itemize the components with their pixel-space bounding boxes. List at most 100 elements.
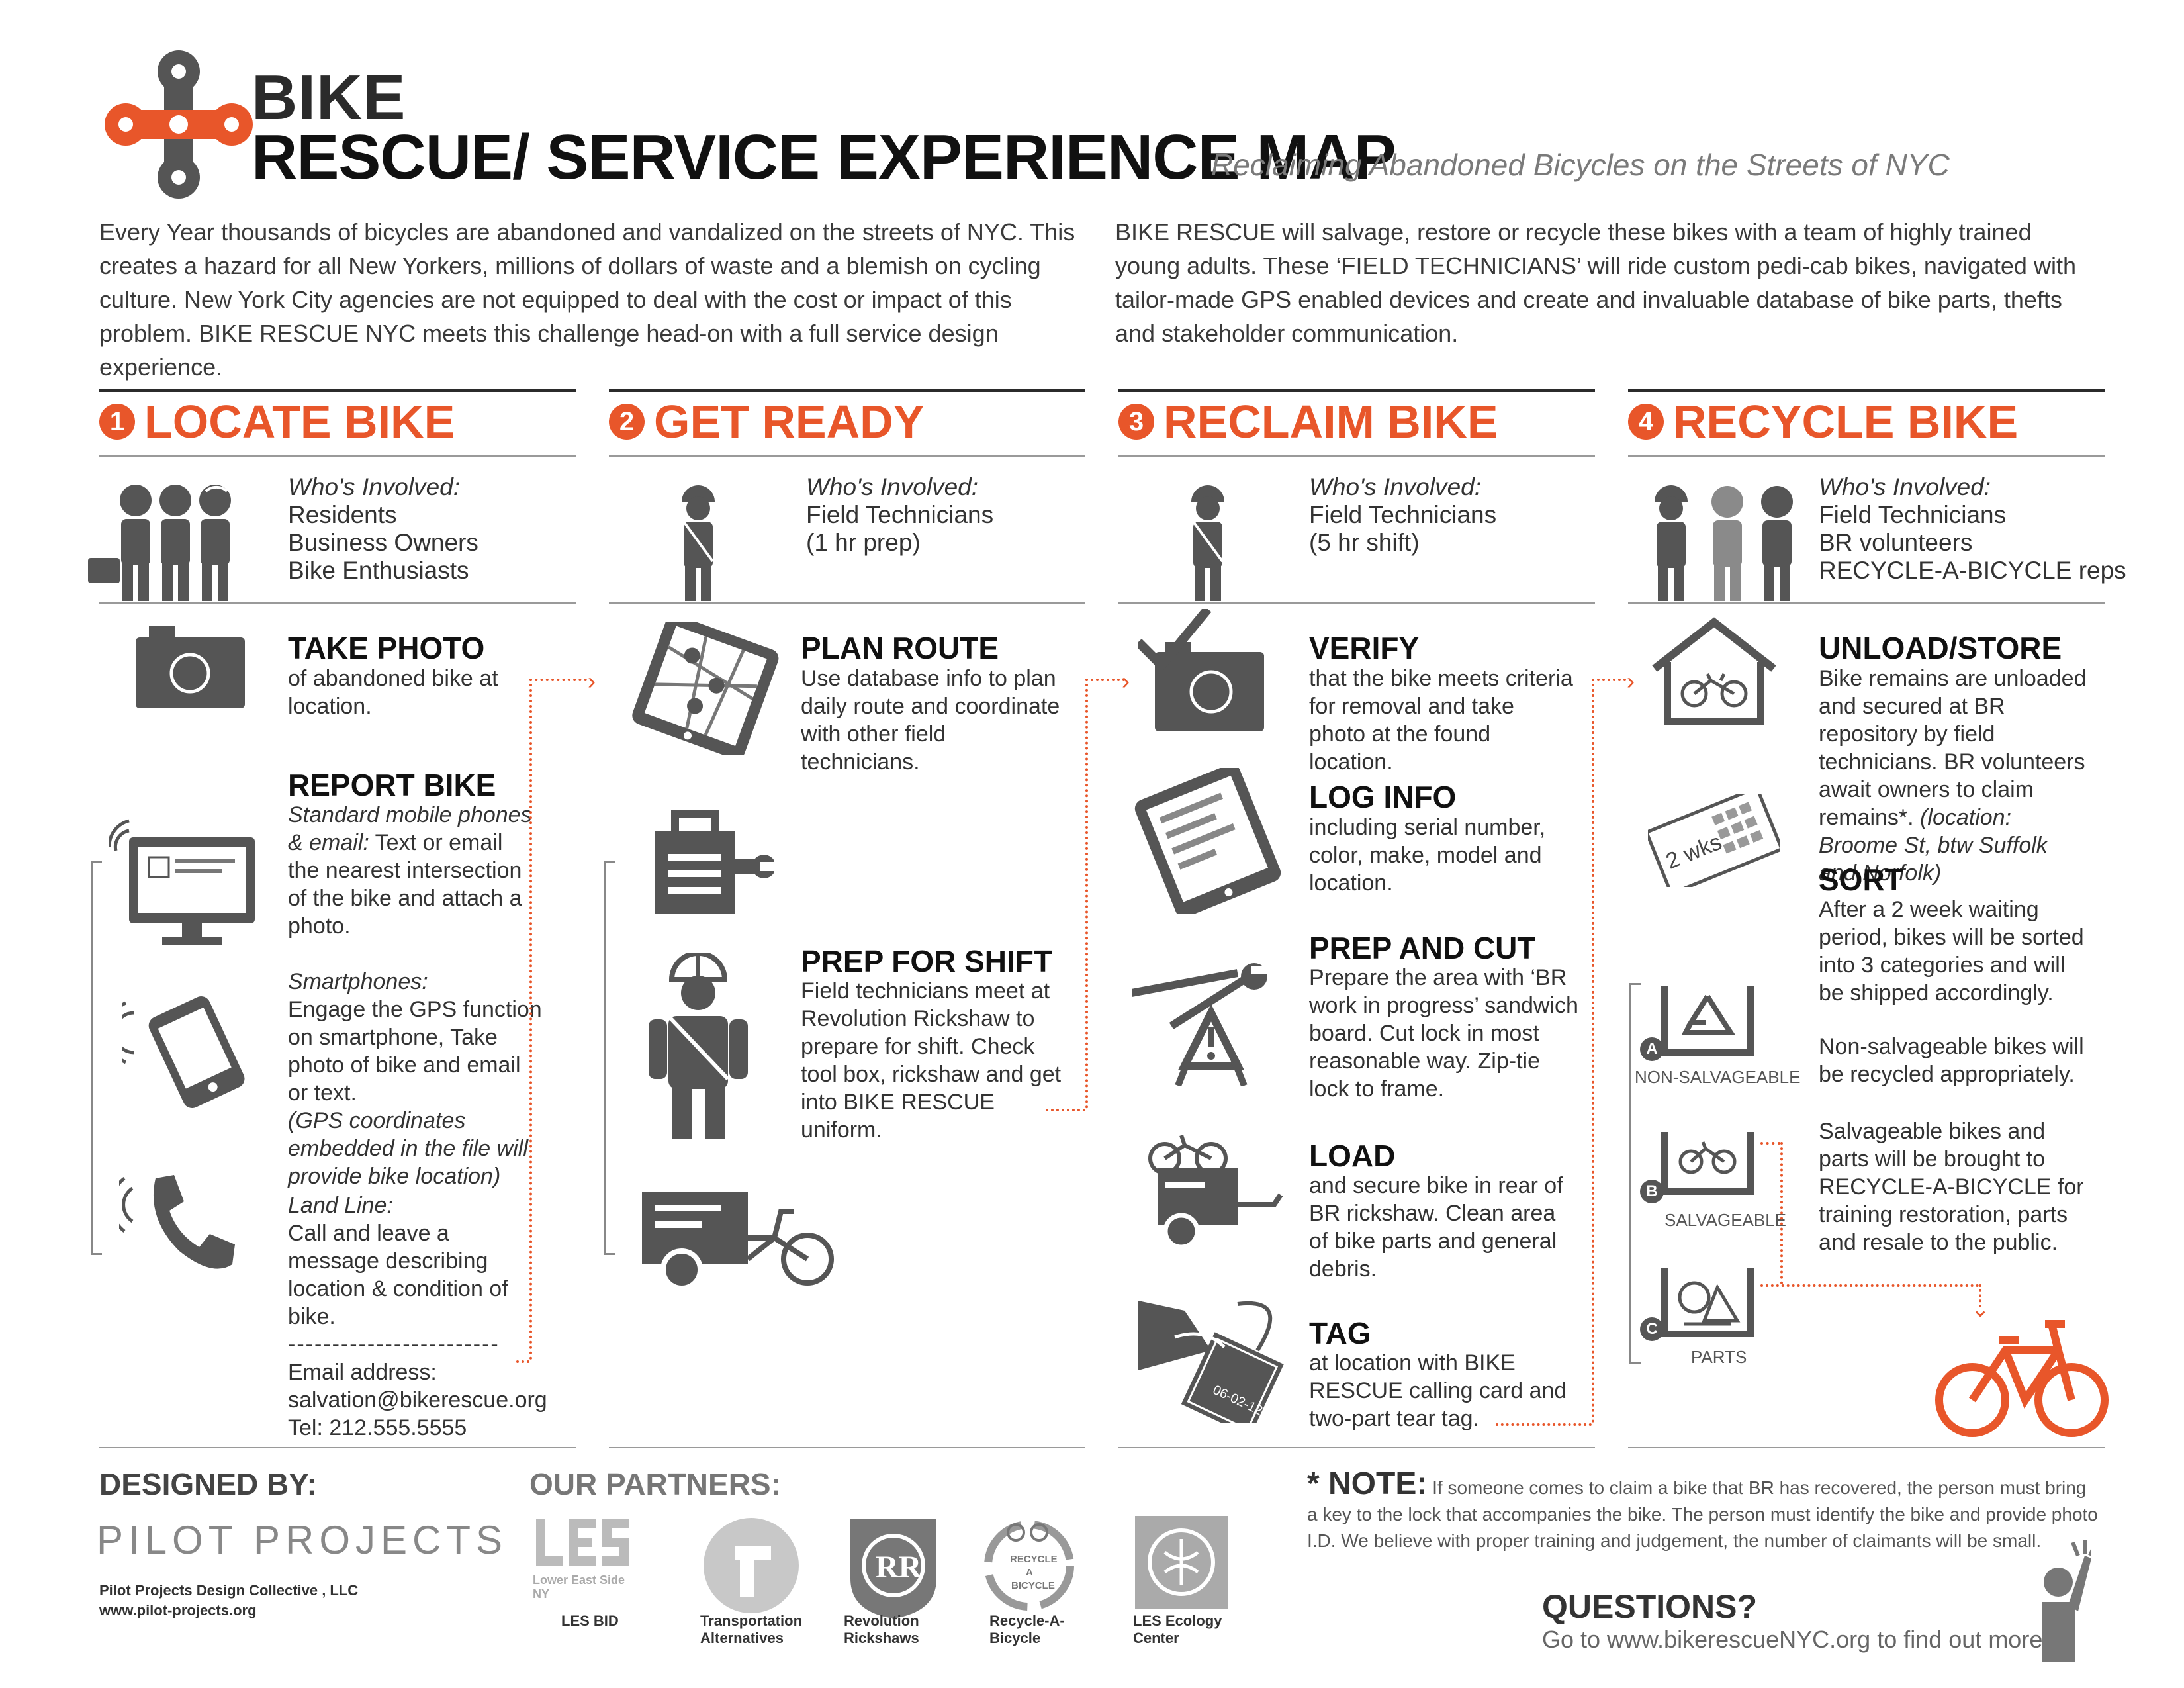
- sub-label: Smartphones:: [288, 969, 428, 994]
- who-item: Field Technicians: [1819, 501, 2007, 528]
- designer-url[interactable]: www.pilot-projects.org: [99, 1602, 257, 1618]
- who-involved-recycle: Who's Involved: Field Technicians BR vol…: [1819, 473, 2126, 585]
- tear-tag-icon: 06-02-12: [1138, 1301, 1284, 1423]
- category-letter: A: [1640, 1037, 1664, 1061]
- partner-name-line: LES BID: [561, 1613, 619, 1629]
- section-heading-locate: 1 LOCATE BIKE: [99, 399, 455, 445]
- step-body: including serial number, color, make, mo…: [1309, 815, 1546, 896]
- email-address[interactable]: salvation@bikerescue.org: [288, 1387, 547, 1413]
- les-ecology-center-logo: [1135, 1516, 1228, 1609]
- step-body: Salvageable bikes and parts will be brou…: [1819, 1119, 2084, 1255]
- desktop-computer-icon: [109, 819, 255, 945]
- partner-name: LES Ecology Center: [1133, 1613, 1222, 1647]
- flow-connector: [1760, 1142, 1780, 1145]
- flow-connector: [1592, 679, 1631, 681]
- step-title: LOAD: [1309, 1139, 1396, 1173]
- designer-info: Pilot Projects Design Collective , LLC ww…: [99, 1581, 358, 1620]
- claim-note: * NOTE: If someone comes to claim a bike…: [1307, 1468, 2101, 1554]
- step-title: REPORT BIKE: [288, 768, 496, 802]
- step-number: 3: [1118, 404, 1154, 440]
- step-body: Bike remains are unloaded and secured at…: [1819, 665, 2090, 887]
- revolution-rickshaws-logo: RR: [850, 1519, 936, 1618]
- body-note: (location: Broome St, btw Suffolk and No…: [1819, 805, 2048, 886]
- divider: [1118, 1447, 1595, 1448]
- people-group-icon: [1655, 485, 1793, 601]
- section-rule: [99, 389, 576, 392]
- salvageable-bike-bin-icon: [1661, 1132, 1754, 1195]
- verify-camera-icon: [1138, 609, 1264, 731]
- step-number: 1: [99, 404, 135, 440]
- who-item: (1 hr prep): [806, 529, 921, 556]
- divider: [1118, 455, 1595, 457]
- divider: [99, 602, 576, 604]
- calendar-icon: 2 wks: [1648, 794, 1780, 887]
- category-label: SALVAGEABLE: [1664, 1210, 1787, 1230]
- bolt-cutter-warning-icon: [1132, 963, 1271, 1086]
- body-text: Bike remains are unloaded and secured at…: [1819, 666, 2087, 830]
- partner-name: LES BID: [561, 1613, 619, 1630]
- partner-name-line: Center: [1133, 1630, 1179, 1646]
- page-title: RESCUE/ SERVICE EXPERIENCE MAP: [251, 126, 1396, 189]
- note-label: * NOTE:: [1307, 1466, 1428, 1501]
- partner-name: Transportation Alternatives: [700, 1613, 802, 1647]
- section-rule: [1118, 389, 1595, 392]
- smartphone-icon: [122, 996, 245, 1109]
- section-heading-reclaim: 3 RECLAIM BIKE: [1118, 399, 1498, 445]
- transportation-alternatives-logo: [704, 1518, 799, 1613]
- les-bid-logo: Lower East Side NY: [533, 1513, 632, 1622]
- who-label: Who's Involved:: [1819, 473, 1991, 500]
- section-heading-get-ready: 2 GET READY: [609, 399, 924, 445]
- flow-connector: [529, 679, 532, 1360]
- svg-text:BICYCLE: BICYCLE: [1011, 1580, 1055, 1591]
- telephone: Tel: 212.555.5555: [288, 1415, 467, 1440]
- category-label: PARTS: [1691, 1347, 1747, 1367]
- people-group-icon: [88, 485, 231, 601]
- flow-connector: [1979, 1284, 1981, 1307]
- section-title: GET READY: [654, 396, 925, 447]
- camera-icon: [136, 626, 245, 708]
- sub-label: Standard mobile phones & email:: [288, 802, 532, 855]
- flow-connector: [1046, 1109, 1085, 1111]
- section-heading-recycle: 4 RECYCLE BIKE: [1628, 399, 2018, 445]
- bike-chain-logo-icon: [105, 50, 253, 199]
- field-technician-icon: [1191, 485, 1224, 601]
- section-title: RECLAIM BIKE: [1163, 396, 1498, 447]
- note-text: If someone comes to claim a bike that BR…: [1307, 1477, 2098, 1551]
- sub-note: (GPS coordinates embedded in the file wi…: [288, 1108, 528, 1189]
- who-label: Who's Involved:: [806, 473, 979, 500]
- field-technician-icon: [682, 485, 715, 601]
- brand-top: BIKE: [251, 62, 406, 133]
- arrow-right-icon: ›: [588, 667, 596, 694]
- who-item: Field Technicians: [1309, 501, 1497, 528]
- partners-heading: OUR PARTNERS:: [529, 1467, 781, 1501]
- step-title: LOG INFO: [1309, 780, 1457, 814]
- step-title: UNLOAD/STORE: [1819, 631, 2062, 665]
- page-subtitle: Reclaiming Abandoned Bicycles on the Str…: [1211, 148, 1950, 182]
- flow-connector: [1085, 679, 1088, 1109]
- who-label: Who's Involved:: [1309, 473, 1482, 500]
- report-smartphone-text: Smartphones: Engage the GPS function on s…: [288, 968, 546, 1190]
- parts-bin-icon: [1661, 1268, 1754, 1337]
- step-title: VERIFY: [1309, 631, 1420, 665]
- website-link[interactable]: Go to www.bikerescueNYC.org to find out …: [1542, 1626, 2050, 1653]
- who-item: Field Technicians: [806, 501, 994, 528]
- step-body: After a 2 week waiting period, bikes wil…: [1819, 897, 2084, 1006]
- report-landline-text: Land Line: Call and leave a message descr…: [288, 1192, 547, 1442]
- designer-llc: Pilot Projects Design Collective , LLC: [99, 1582, 359, 1599]
- report-mobile-text: Standard mobile phones & email: Text or …: [288, 801, 539, 940]
- flow-connector: [516, 1360, 529, 1363]
- section-title: LOCATE BIKE: [144, 396, 455, 447]
- field-technician-uniform-icon: [649, 953, 748, 1139]
- step-title: SORT: [1819, 863, 1903, 897]
- recycle-a-bicycle-logo: RECYCLE A BICYCLE: [984, 1521, 1074, 1611]
- who-item: Bike Enthusiasts: [288, 557, 469, 584]
- divider: [609, 602, 1085, 604]
- who-involved-reclaim: Who's Involved: Field Technicians (5 hr …: [1309, 473, 1496, 557]
- recycle-bin-icon: [1661, 986, 1754, 1056]
- flow-connector: [1496, 1423, 1592, 1426]
- flow-connector: [529, 679, 592, 681]
- who-item: BR volunteers: [1819, 529, 1973, 556]
- divider: [1628, 602, 2105, 604]
- flow-connector: [1592, 679, 1594, 1423]
- bracket: [604, 861, 615, 1255]
